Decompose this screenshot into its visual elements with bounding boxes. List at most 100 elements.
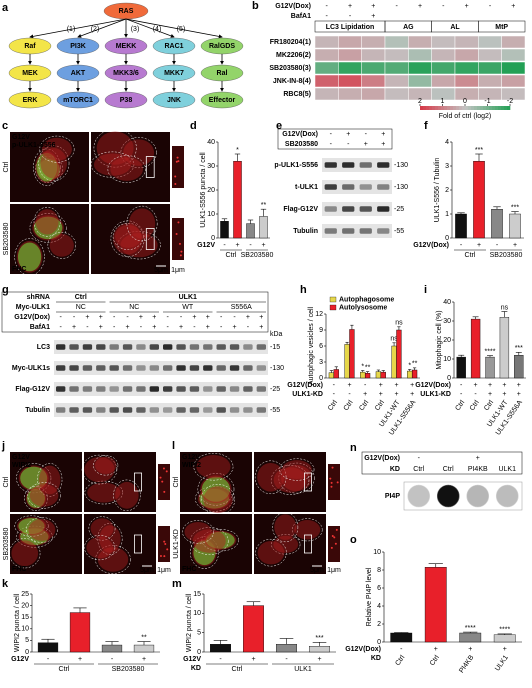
blot-band bbox=[56, 407, 66, 413]
header-cell: + bbox=[381, 141, 385, 148]
colorbar-step bbox=[441, 106, 445, 110]
blot-band bbox=[109, 386, 119, 392]
cell-outline bbox=[182, 520, 214, 544]
y-tick-label: 0 bbox=[447, 375, 451, 382]
blot-band bbox=[122, 386, 133, 392]
y-tick-label: 0 bbox=[319, 375, 323, 382]
panel-letter: e bbox=[276, 120, 282, 132]
significance: **** bbox=[465, 625, 476, 632]
colorbar-tick-label: 1 bbox=[441, 98, 445, 105]
panel-letter: c bbox=[2, 120, 8, 132]
bar bbox=[514, 355, 524, 379]
y-tick-label: 0 bbox=[377, 639, 381, 646]
blot-bg bbox=[322, 202, 392, 216]
y-tick-label: 4 bbox=[445, 139, 449, 146]
channel-label: p-ULK1-S556 bbox=[12, 142, 56, 149]
heat-cell bbox=[338, 87, 362, 101]
x-label: + bbox=[477, 242, 481, 249]
blot-band bbox=[149, 407, 159, 413]
bar bbox=[101, 644, 123, 653]
header-cell: - bbox=[233, 314, 236, 321]
scale-label: 5μm bbox=[140, 567, 154, 574]
blot-band bbox=[216, 407, 226, 413]
legend-swatch bbox=[329, 304, 337, 311]
x-label: + bbox=[503, 646, 507, 653]
blot-band bbox=[109, 365, 119, 371]
x-label: - bbox=[333, 391, 336, 398]
blot-band bbox=[203, 365, 213, 371]
cell bbox=[84, 456, 115, 483]
x-label: + bbox=[261, 242, 265, 249]
cell-green bbox=[33, 216, 63, 240]
header-cell: + bbox=[233, 324, 237, 331]
group-box bbox=[478, 20, 526, 33]
panel-letter: m bbox=[172, 578, 182, 590]
puncta bbox=[161, 480, 164, 483]
pathway-node bbox=[56, 91, 100, 109]
header-cell: - bbox=[349, 13, 352, 20]
colorbar-step bbox=[465, 106, 469, 110]
header-cell: + bbox=[465, 3, 469, 10]
blot-band bbox=[163, 365, 173, 371]
puncta bbox=[331, 466, 334, 469]
bar bbox=[380, 371, 386, 379]
row-label: Ctrl bbox=[173, 476, 180, 487]
header-cell: - bbox=[193, 324, 196, 331]
heat-cell bbox=[478, 61, 502, 75]
y-tick-label: 15 bbox=[21, 614, 29, 621]
blot-band bbox=[342, 162, 355, 168]
cell-outline bbox=[24, 486, 48, 511]
blot-band bbox=[176, 407, 186, 413]
puncta bbox=[174, 175, 177, 178]
cell-outline bbox=[97, 522, 123, 555]
x-label: + bbox=[142, 656, 146, 663]
significance: *** bbox=[315, 635, 323, 642]
colorbar-step bbox=[486, 106, 490, 110]
y-tick-label: 9 bbox=[319, 327, 323, 334]
heat-cell bbox=[314, 61, 339, 75]
header-cell: - bbox=[347, 141, 350, 148]
x-label: + bbox=[517, 391, 521, 398]
group-label: Ctrl bbox=[232, 666, 243, 673]
header-cell: - bbox=[60, 314, 63, 321]
heat-cell bbox=[501, 61, 526, 75]
cell bbox=[203, 486, 233, 514]
x-label: - bbox=[47, 656, 50, 663]
header-cell: - bbox=[60, 324, 63, 331]
branch-label: (3) bbox=[131, 26, 140, 33]
scale-label: 1μm bbox=[171, 267, 185, 274]
row-label: Ctrl bbox=[3, 476, 10, 487]
colorbar-step bbox=[471, 106, 475, 110]
colorbar-step bbox=[474, 106, 478, 110]
panel-letter: g bbox=[2, 284, 9, 296]
bar bbox=[459, 632, 482, 643]
x-label: + bbox=[347, 382, 351, 389]
group-label: ULK1 bbox=[179, 294, 197, 301]
x-label: - bbox=[111, 656, 114, 663]
colorbar-step bbox=[477, 106, 481, 110]
blot-band bbox=[256, 407, 266, 413]
significance: **** bbox=[485, 348, 496, 355]
group-label: Ctrl bbox=[465, 252, 476, 259]
bar bbox=[493, 634, 516, 643]
blot-band bbox=[149, 386, 159, 392]
x-label: + bbox=[410, 382, 414, 389]
significance: * bbox=[408, 362, 411, 369]
cell-outline bbox=[279, 458, 315, 481]
significance: ** bbox=[365, 364, 371, 371]
branch-label: (2) bbox=[91, 26, 100, 33]
panel-letter: h bbox=[300, 284, 307, 296]
row-label: RBC8(5) bbox=[283, 91, 311, 98]
cell-outline bbox=[9, 538, 41, 569]
cell-outline bbox=[112, 223, 144, 250]
cell-outline bbox=[27, 482, 61, 509]
y-axis-label: Mitophagic cell (%) bbox=[436, 310, 443, 369]
blot-band bbox=[229, 407, 240, 413]
node-label: MKK7 bbox=[164, 70, 184, 77]
puncta bbox=[159, 554, 162, 557]
colorbar-step bbox=[507, 106, 511, 110]
root-label: RAS bbox=[119, 8, 134, 15]
header-cell: - bbox=[167, 324, 170, 331]
roi-box bbox=[303, 472, 312, 492]
heat-cell bbox=[431, 48, 456, 62]
